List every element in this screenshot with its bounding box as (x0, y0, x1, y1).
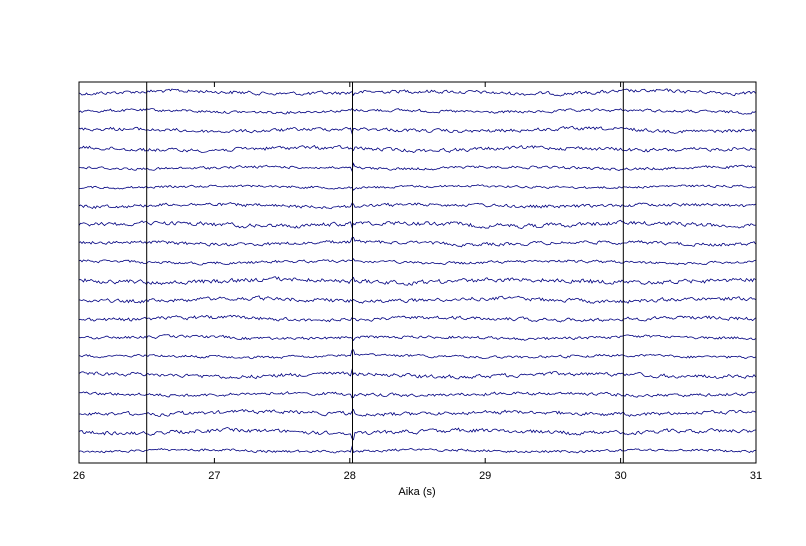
eeg-channel-17 (78, 391, 756, 399)
eeg-channel-15 (78, 349, 756, 360)
eeg-channel-7 (78, 202, 756, 210)
x-tick-label-26: 26 (73, 470, 85, 482)
eeg-channel-4 (78, 144, 756, 154)
eeg-channel-16 (78, 368, 756, 380)
eeg-channel-9 (78, 236, 756, 248)
eeg-channel-11 (78, 276, 756, 286)
plot-background (79, 82, 756, 463)
x-tick-label-28: 28 (344, 470, 356, 482)
eeg-traces (78, 88, 756, 454)
x-tick-label-30: 30 (614, 470, 626, 482)
eeg-channel-19 (78, 427, 756, 441)
eeg-channel-20 (78, 445, 756, 454)
eeg-channel-2 (78, 108, 756, 115)
x-axis-label: Aika (s) (398, 486, 435, 498)
x-tick-label-29: 29 (479, 470, 491, 482)
x-tick-label-31: 31 (750, 470, 762, 482)
event-markers (146, 82, 624, 463)
eeg-channel-12 (78, 295, 756, 304)
eeg-channel-10 (78, 258, 756, 266)
eeg-channel-13 (78, 314, 756, 323)
plot-frame (78, 81, 757, 464)
x-axis-ticks: 26 27 28 29 30 31 (73, 82, 762, 482)
eeg-channel-8 (78, 219, 756, 230)
x-tick-label-27: 27 (208, 470, 220, 482)
eeg-channel-18 (78, 408, 756, 417)
eeg-channel-1 (78, 88, 756, 97)
eeg-channel-3 (78, 125, 756, 135)
eeg-channel-14 (78, 334, 756, 342)
eeg-channel-6 (78, 184, 756, 191)
eeg-channel-5 (78, 162, 756, 173)
